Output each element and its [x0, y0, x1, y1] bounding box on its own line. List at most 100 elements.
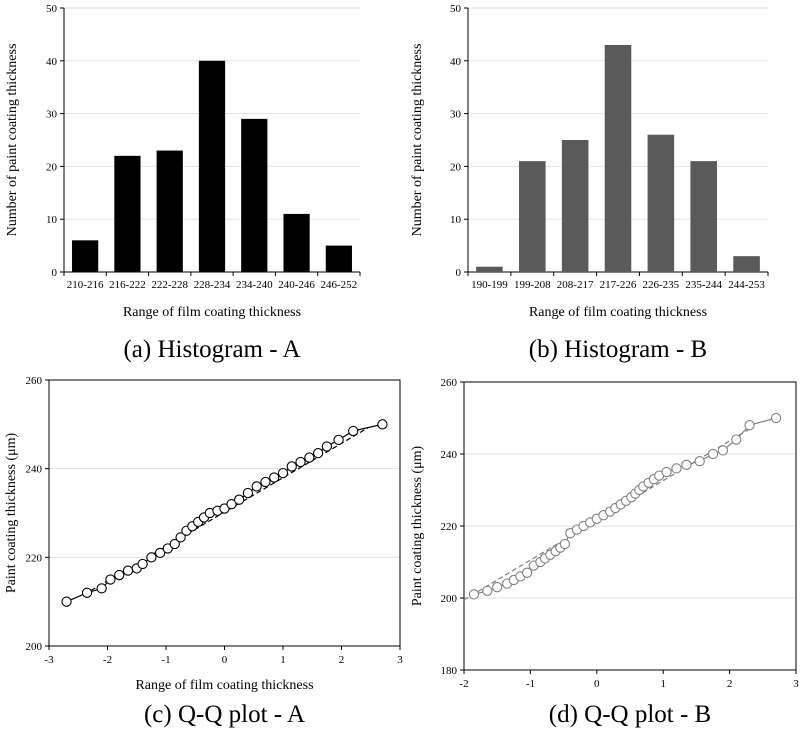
data-point — [226, 498, 237, 510]
x-tick-label: 1 — [280, 654, 286, 666]
bar-199-208 — [519, 161, 546, 272]
panel-caption: (d) Q-Q plot - B — [549, 701, 711, 728]
data-point — [482, 585, 493, 596]
x-tick-label: 228-234 — [194, 279, 231, 291]
data-point — [96, 583, 107, 594]
y-axis-title: Paint coating thickness (μm) — [410, 446, 425, 607]
y-tick-label: 40 — [46, 56, 58, 68]
data-point — [61, 596, 72, 607]
y-tick-label: 40 — [450, 56, 462, 68]
y-tick-label: 220 — [26, 552, 43, 564]
x-tick-label: 244-253 — [728, 279, 765, 291]
x-tick-label: 3 — [793, 678, 799, 690]
data-point — [312, 447, 324, 459]
bar-240-246 — [283, 213, 310, 272]
bar-235-244 — [690, 161, 717, 272]
x-tick-label: 2 — [727, 678, 733, 690]
data-point — [492, 582, 503, 593]
data-point — [731, 434, 742, 445]
bar-246-252 — [325, 245, 352, 272]
x-tick-label: 1 — [660, 678, 666, 690]
x-tick-label: 217-226 — [600, 279, 637, 291]
y-tick-label: 0 — [456, 267, 462, 279]
panel-caption: (a) Histogram - A — [123, 336, 300, 363]
data-point — [81, 587, 93, 598]
data-point — [377, 419, 388, 430]
x-axis-title: Range of film coating thickness — [529, 305, 707, 320]
y-tick-label: 10 — [450, 214, 462, 226]
x-tick-label: -1 — [526, 678, 535, 690]
bar-216-222 — [114, 155, 141, 272]
data-point — [348, 425, 359, 437]
bar-234-240 — [241, 118, 268, 272]
data-point — [114, 569, 125, 581]
x-tick-label: 2 — [339, 654, 345, 666]
data-point — [286, 461, 297, 472]
data-point — [521, 567, 533, 578]
data-point — [707, 448, 719, 460]
data-point — [694, 456, 705, 467]
data-point — [770, 412, 782, 424]
x-tick-label: 235-244 — [685, 279, 722, 291]
x-tick-label: 246-252 — [321, 279, 358, 291]
data-point — [744, 420, 755, 431]
data-point — [333, 434, 344, 445]
y-tick-label: 180 — [441, 665, 458, 677]
x-tick-label: 199-208 — [514, 279, 551, 291]
x-tick-label: -2 — [459, 678, 468, 690]
x-tick-label: -3 — [44, 654, 54, 666]
x-tick-label: 222-228 — [151, 279, 188, 291]
y-tick-label: 0 — [52, 267, 58, 279]
bar-217-226 — [604, 44, 632, 273]
y-tick-label: 260 — [26, 375, 43, 387]
x-tick-label: 234-240 — [236, 279, 273, 291]
bar-244-253 — [733, 256, 760, 272]
y-tick-label: 30 — [450, 109, 462, 121]
data-point — [321, 441, 333, 452]
x-tick-label: 190-199 — [471, 279, 508, 291]
y-tick-label: 200 — [26, 641, 43, 653]
data-point — [169, 538, 180, 550]
y-tick-label: 220 — [441, 521, 458, 533]
y-axis-title: Number of paint coating thickness — [410, 44, 425, 237]
data-point — [242, 487, 254, 499]
data-point — [671, 463, 682, 474]
x-tick-label: 216-222 — [109, 279, 146, 291]
x-tick-label: 3 — [397, 654, 403, 666]
bar-222-228 — [156, 150, 183, 272]
bar-226-235 — [647, 134, 675, 272]
x-tick-label: 210-216 — [67, 279, 104, 291]
y-tick-label: 20 — [46, 161, 58, 173]
data-point — [295, 456, 306, 468]
data-point — [559, 538, 571, 550]
data-point — [105, 574, 116, 585]
panel-caption: (b) Histogram - B — [529, 336, 707, 363]
data-point — [251, 481, 262, 492]
y-tick-label: 20 — [450, 161, 462, 173]
x-tick-label: -1 — [161, 654, 170, 666]
data-point — [137, 558, 148, 570]
y-axis-title: Paint coating thickness (μm) — [4, 433, 19, 594]
data-point — [260, 476, 271, 488]
data-point — [269, 472, 280, 483]
bar-228-234 — [198, 60, 226, 272]
data-point — [661, 466, 672, 478]
x-axis-title: Range of film coating thickness — [123, 305, 301, 320]
y-tick-label: 50 — [46, 3, 58, 15]
x-tick-label: 226-235 — [643, 279, 680, 291]
data-point — [681, 459, 692, 470]
data-point — [175, 532, 186, 543]
y-tick-label: 260 — [441, 377, 458, 389]
y-tick-label: 240 — [441, 449, 458, 461]
y-tick-label: 50 — [450, 3, 462, 15]
data-point — [717, 445, 729, 456]
bar-210-216 — [72, 240, 99, 272]
data-point — [233, 494, 245, 505]
panel-caption: (c) Q-Q plot - A — [144, 701, 305, 728]
y-tick-label: 30 — [46, 109, 58, 121]
x-tick-label: -2 — [103, 654, 112, 666]
bar-190-199 — [476, 266, 503, 272]
y-axis-title: Number of paint coating thickness — [5, 44, 20, 237]
y-tick-label: 240 — [26, 464, 43, 476]
